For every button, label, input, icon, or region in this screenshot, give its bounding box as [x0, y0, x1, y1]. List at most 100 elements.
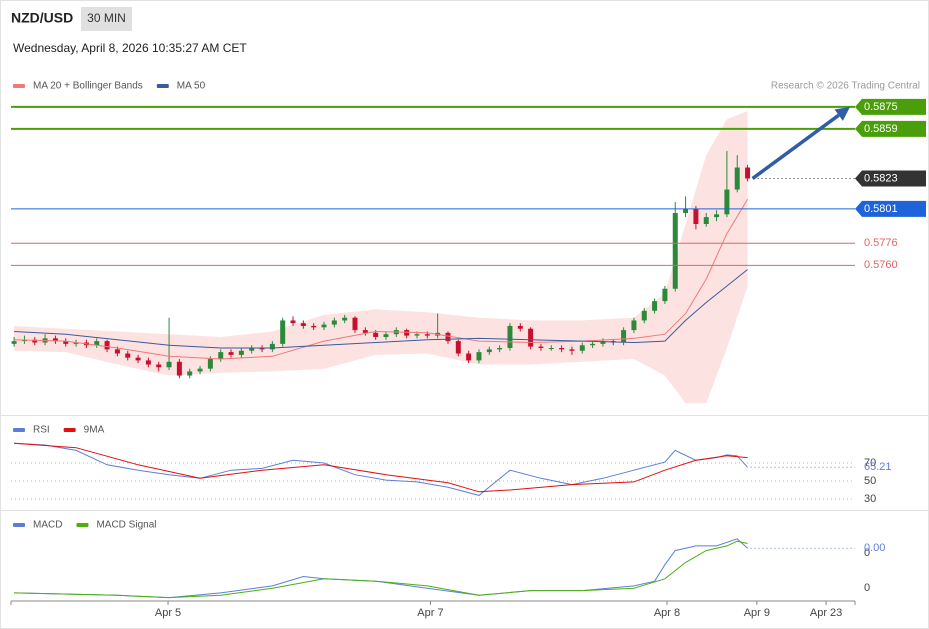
- candle-body: [538, 346, 544, 348]
- legend-swatch: [156, 84, 169, 88]
- candle-body: [207, 359, 213, 369]
- series-line: [14, 198, 749, 360]
- x-tick-label: Apr 23: [810, 607, 842, 619]
- candle-body: [476, 352, 482, 361]
- candle-body: [631, 320, 637, 331]
- candle-body: [383, 334, 389, 337]
- candle-body: [342, 317, 348, 321]
- candle-body: [528, 328, 534, 347]
- x-tick-label: Apr 8: [654, 607, 680, 619]
- candle-body: [145, 360, 151, 365]
- candle-body: [579, 345, 585, 351]
- candle-body: [414, 334, 420, 336]
- candle-body: [32, 339, 38, 343]
- candle-body: [259, 348, 265, 350]
- symbol: NZD/USD: [11, 10, 73, 26]
- level-label: 0.5823: [864, 172, 898, 184]
- candle-body: [466, 353, 472, 361]
- candle-body: [125, 353, 131, 358]
- candle-body: [548, 348, 554, 349]
- series-line: [14, 442, 748, 493]
- candle-body: [104, 341, 110, 350]
- legend-label: MACD: [33, 520, 62, 531]
- level-label: 0.5875: [864, 101, 898, 113]
- level-tag: [855, 120, 926, 137]
- datetime: Wednesday, April 8, 2026 10:35:27 AM CET: [13, 41, 247, 55]
- level-label: 0.5859: [864, 123, 898, 135]
- candle-body: [176, 361, 182, 376]
- level-label: 0.5760: [864, 259, 898, 271]
- candle-body: [166, 361, 172, 368]
- candle-body: [745, 167, 751, 179]
- candle-body: [300, 323, 306, 326]
- candle-body: [600, 341, 606, 344]
- candle-body: [486, 349, 492, 353]
- candle-body: [228, 352, 234, 355]
- candle-body: [517, 325, 523, 329]
- timeframe[interactable]: 30 MIN: [87, 11, 126, 25]
- candle-body: [187, 371, 193, 376]
- candle-body: [362, 330, 368, 333]
- candle-body: [73, 342, 79, 344]
- level-label: 0.5801: [864, 203, 898, 215]
- candle-body: [445, 332, 451, 342]
- candle-body: [424, 334, 430, 336]
- candle-body: [321, 324, 327, 328]
- candle-body: [52, 338, 58, 342]
- candle-body: [662, 288, 668, 302]
- candle-body: [11, 341, 17, 344]
- candle-body: [724, 189, 730, 215]
- series-line: [14, 442, 748, 496]
- legend-swatch: [63, 428, 76, 432]
- timeframe-box[interactable]: [81, 7, 132, 31]
- candle-body: [63, 341, 69, 344]
- legend-swatch: [13, 523, 25, 527]
- y-tick-label: 50: [864, 475, 876, 487]
- x-tick-label: Apr 5: [155, 607, 181, 619]
- bollinger-band: [14, 111, 748, 404]
- candle-body: [135, 357, 141, 361]
- candle-body: [652, 301, 658, 311]
- legend-label: MACD Signal: [96, 520, 156, 531]
- candle-body: [455, 341, 461, 354]
- legend-swatch: [13, 84, 25, 88]
- y-tick-label: 70: [864, 457, 876, 469]
- candle-body: [569, 349, 575, 351]
- candle-body: [94, 341, 100, 346]
- candle-body: [703, 217, 709, 224]
- candle-body: [311, 325, 317, 328]
- target-arrowhead: [834, 106, 850, 121]
- candle-body: [641, 310, 647, 321]
- legend-label: RSI: [33, 425, 50, 436]
- x-tick-label: Apr 9: [744, 607, 770, 619]
- candle-body: [352, 317, 358, 331]
- candle-body: [238, 350, 244, 355]
- candle-body: [404, 330, 410, 336]
- legend-swatch: [76, 523, 89, 527]
- candle-body: [197, 368, 203, 372]
- candle-body: [290, 320, 296, 324]
- candle-body: [734, 167, 740, 190]
- y-tick-label: 0: [864, 582, 870, 594]
- level-tag: [855, 170, 926, 187]
- candle-body: [280, 320, 286, 344]
- candle-body: [497, 348, 503, 350]
- candle-body: [218, 352, 224, 360]
- candle-body: [714, 214, 720, 218]
- candle-body: [621, 330, 627, 343]
- current-label: 65.21: [864, 461, 892, 473]
- legend-label: MA 20 + Bollinger Bands: [33, 81, 143, 92]
- series-line: [14, 269, 748, 349]
- candle-body: [672, 212, 678, 289]
- candle-body: [590, 343, 596, 346]
- candle-body: [249, 348, 255, 351]
- credit: Research © 2026 Trading Central: [771, 81, 920, 92]
- level-tag: [855, 98, 926, 115]
- legend-swatch: [13, 428, 25, 432]
- candle-body: [156, 364, 162, 368]
- target-arrow: [751, 113, 840, 180]
- candle-body: [373, 332, 379, 337]
- candle-body: [269, 343, 275, 350]
